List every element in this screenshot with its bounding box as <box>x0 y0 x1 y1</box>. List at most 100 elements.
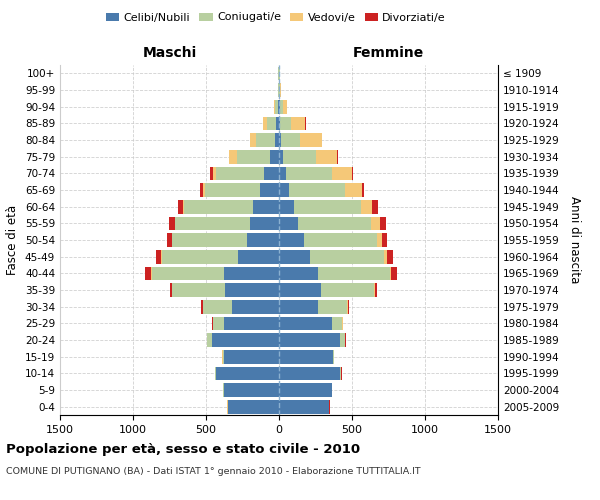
Bar <box>224 316 279 330</box>
Bar <box>202 300 203 314</box>
Bar <box>300 133 322 147</box>
Bar <box>293 200 361 213</box>
Bar <box>260 183 279 197</box>
Bar <box>342 316 343 330</box>
Bar <box>274 100 275 114</box>
Bar <box>279 100 280 114</box>
Bar <box>224 383 279 397</box>
Bar <box>390 266 391 280</box>
Bar <box>279 316 332 330</box>
Bar <box>161 250 162 264</box>
Bar <box>387 250 393 264</box>
Bar <box>375 283 377 297</box>
Y-axis label: Fasce di età: Fasce di età <box>7 205 19 275</box>
Bar <box>275 100 278 114</box>
Bar <box>250 133 256 147</box>
Bar <box>347 300 349 314</box>
Bar <box>228 400 279 413</box>
Bar <box>178 200 184 213</box>
Bar <box>340 333 344 347</box>
Bar <box>216 166 265 180</box>
Bar <box>250 216 279 230</box>
Bar <box>384 250 387 264</box>
Bar <box>373 200 377 213</box>
Bar <box>208 333 212 347</box>
Bar <box>279 366 340 380</box>
Bar <box>319 300 347 314</box>
Bar <box>362 183 364 197</box>
Bar <box>279 183 289 197</box>
Bar <box>280 100 283 114</box>
Bar <box>212 316 213 330</box>
Bar <box>169 216 175 230</box>
Bar <box>268 116 276 130</box>
Bar <box>224 266 279 280</box>
Bar <box>270 150 279 164</box>
Bar <box>279 283 322 297</box>
Bar <box>332 316 342 330</box>
Bar <box>151 266 152 280</box>
Bar <box>214 316 224 330</box>
Bar <box>223 350 224 364</box>
Bar <box>283 150 316 164</box>
Bar <box>337 150 338 164</box>
Bar <box>256 133 275 147</box>
Bar <box>377 233 382 247</box>
Bar <box>304 233 377 247</box>
Bar <box>298 216 371 230</box>
Bar <box>352 166 353 180</box>
Bar <box>344 333 346 347</box>
Bar <box>236 150 270 164</box>
Bar <box>344 183 362 197</box>
Bar <box>205 183 260 197</box>
Bar <box>310 250 384 264</box>
Bar <box>281 133 300 147</box>
Bar <box>172 283 225 297</box>
Bar <box>216 366 279 380</box>
Bar <box>263 116 268 130</box>
Bar <box>212 166 216 180</box>
Bar <box>265 166 279 180</box>
Legend: Celibi/Nubili, Coniugati/e, Vedovi/e, Divorziati/e: Celibi/Nubili, Coniugati/e, Vedovi/e, Di… <box>101 8 451 27</box>
Bar <box>382 233 387 247</box>
Bar <box>279 133 281 147</box>
Bar <box>276 116 279 130</box>
Bar <box>155 250 161 264</box>
Bar <box>279 233 304 247</box>
Bar <box>152 266 224 280</box>
Bar <box>167 233 172 247</box>
Text: COMUNE DI PUTIGNANO (BA) - Dati ISTAT 1° gennaio 2010 - Elaborazione TUTTITALIA.: COMUNE DI PUTIGNANO (BA) - Dati ISTAT 1°… <box>6 468 421 476</box>
Bar <box>238 250 279 264</box>
Bar <box>283 100 287 114</box>
Bar <box>391 266 397 280</box>
Bar <box>316 150 337 164</box>
Bar <box>374 283 375 297</box>
Bar <box>203 300 232 314</box>
Bar <box>279 166 286 180</box>
Bar <box>319 266 390 280</box>
Bar <box>322 283 374 297</box>
Bar <box>162 250 238 264</box>
Bar <box>200 183 203 197</box>
Bar <box>215 366 216 380</box>
Bar <box>145 266 151 280</box>
Bar <box>279 333 340 347</box>
Bar <box>279 216 298 230</box>
Bar <box>275 133 279 147</box>
Bar <box>172 233 247 247</box>
Bar <box>203 183 205 197</box>
Bar <box>290 116 305 130</box>
Y-axis label: Anni di nascita: Anni di nascita <box>568 196 581 284</box>
Bar <box>333 350 334 364</box>
Bar <box>278 100 279 114</box>
Bar <box>279 383 332 397</box>
Bar <box>280 83 281 97</box>
Bar <box>170 283 172 297</box>
Bar <box>211 166 212 180</box>
Bar <box>280 116 290 130</box>
Bar <box>279 266 319 280</box>
Bar <box>247 233 279 247</box>
Bar <box>224 350 279 364</box>
Bar <box>371 216 380 230</box>
Bar <box>286 166 332 180</box>
